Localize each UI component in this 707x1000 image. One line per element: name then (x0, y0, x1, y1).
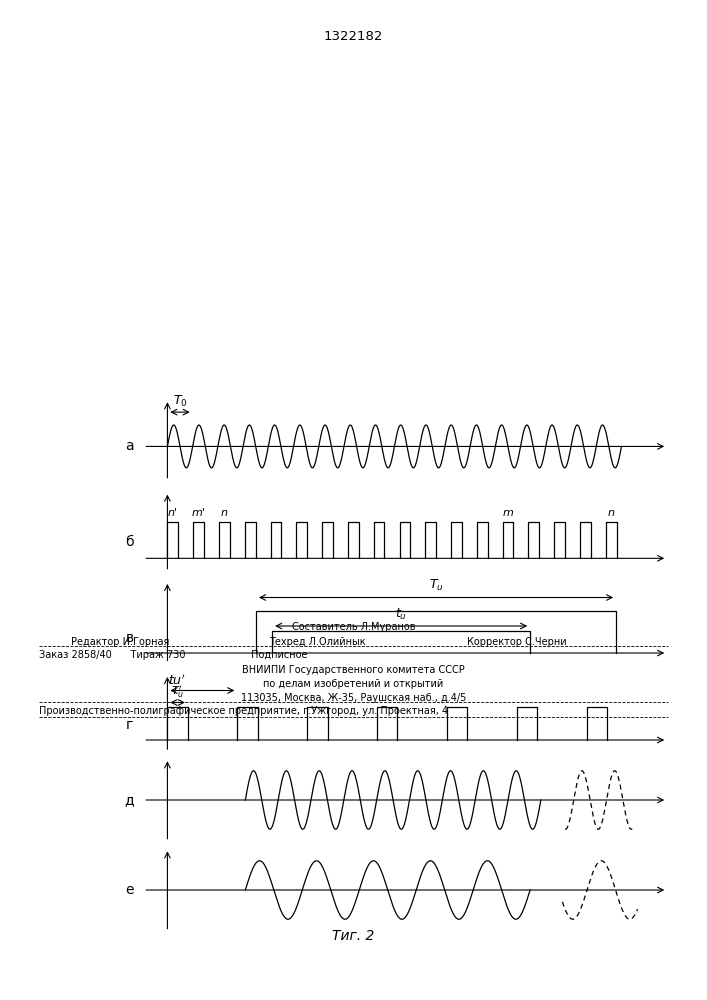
Text: m': m' (192, 508, 206, 518)
Text: а: а (125, 439, 134, 453)
Text: по делам изобретений и открытий: по делам изобретений и открытий (264, 679, 443, 689)
Text: $T_u'$: $T_u'$ (171, 684, 185, 700)
Text: е: е (125, 883, 134, 897)
Text: n: n (608, 508, 615, 518)
Text: $t_u$: $t_u$ (395, 607, 407, 622)
Text: б: б (125, 535, 134, 549)
Text: 1322182: 1322182 (324, 30, 383, 43)
Text: Составитель Л.Муранов: Составитель Л.Муранов (292, 622, 415, 632)
Text: Заказ 2858/40      Тираж 730                     Подписное: Заказ 2858/40 Тираж 730 Подписное (39, 650, 308, 660)
Text: ВНИИПИ Государственного комитета СССР: ВНИИПИ Государственного комитета СССР (242, 665, 465, 675)
Text: Техред Л.Олийнык: Техред Л.Олийнык (269, 637, 366, 647)
Text: m: m (503, 508, 513, 518)
Text: $T_u$: $T_u$ (428, 578, 443, 593)
Text: г: г (126, 718, 134, 732)
Text: д: д (124, 793, 134, 807)
Text: Редактор И.Горная: Редактор И.Горная (71, 637, 169, 647)
Text: Корректор С.Черни: Корректор С.Черни (467, 637, 566, 647)
Text: Производственно-полиграфическое предприятие, г.Ужгород, ул. Проектная, 4: Производственно-полиграфическое предприя… (39, 706, 448, 716)
Text: в: в (125, 631, 134, 645)
Text: 113035, Москва, Ж-35, Раушская наб., д.4/5: 113035, Москва, Ж-35, Раушская наб., д.4… (241, 693, 466, 703)
Text: n: n (221, 508, 228, 518)
Text: $T_0$: $T_0$ (173, 394, 187, 409)
Text: $tu'$: $tu'$ (168, 674, 186, 688)
Text: n': n' (168, 508, 177, 518)
Text: Τиг. 2: Τиг. 2 (332, 929, 375, 943)
